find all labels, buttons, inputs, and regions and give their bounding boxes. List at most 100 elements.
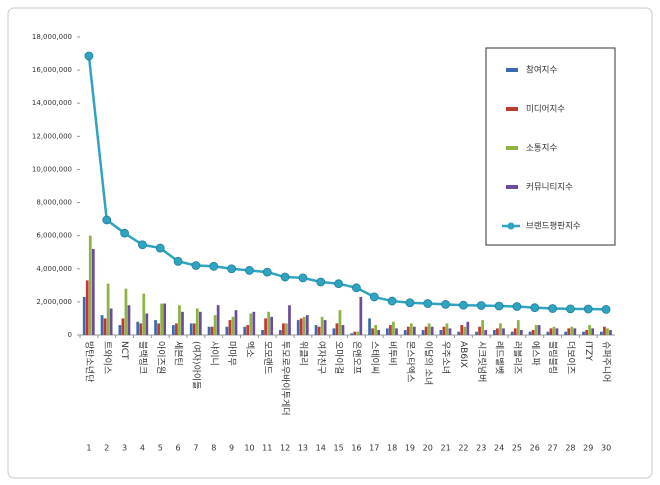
bar: [389, 325, 392, 335]
x-tick-label: 블링블링: [547, 341, 559, 374]
line-marker: [423, 299, 433, 308]
bar: [392, 321, 395, 335]
bar: [457, 331, 461, 335]
bar: [573, 328, 577, 335]
bar: [448, 328, 452, 335]
bar: [252, 311, 256, 335]
bar: [172, 325, 175, 335]
line-marker: [102, 215, 112, 225]
x-tick-label: 러블리즈: [511, 341, 522, 374]
bar: [409, 323, 413, 335]
x-tick-label: 비투비: [387, 341, 398, 366]
x-tick-label: ITZY: [583, 341, 593, 361]
bar: [106, 283, 110, 335]
line-marker: [476, 301, 486, 310]
bar: [317, 326, 321, 335]
x-tick-label: 투모로우바이투게더: [280, 341, 291, 416]
legend-label: 소통지수: [526, 144, 557, 154]
line-marker: [173, 256, 183, 266]
x-tick-label: 블랙핑크: [137, 341, 148, 374]
bar: [118, 325, 122, 335]
bar: [181, 311, 184, 335]
bar: [516, 320, 520, 335]
bar: [484, 330, 488, 335]
bar: [246, 325, 250, 335]
bar: [519, 330, 523, 335]
bar: [154, 320, 157, 335]
bar: [157, 323, 160, 335]
bar: [430, 326, 434, 335]
x-tick-label: 위클리: [297, 341, 308, 366]
bar: [282, 323, 285, 335]
bar: [85, 280, 89, 335]
bar: [439, 330, 443, 335]
bar: [564, 331, 568, 335]
rank-label: 1: [86, 444, 91, 453]
y-tick-label: 14,000,000: [32, 99, 72, 107]
x-tick-label: 세븐틴: [173, 341, 184, 366]
bar: [285, 323, 288, 335]
bar: [88, 235, 92, 335]
line-marker: [316, 277, 326, 287]
line-marker: [155, 243, 165, 253]
x-tick-label: 마마무: [226, 341, 237, 366]
rank-label: 15: [333, 444, 343, 453]
rank-label: 25: [512, 444, 522, 453]
bar: [502, 328, 505, 335]
bar: [160, 303, 163, 335]
x-tick-label: 샤이니: [208, 341, 219, 366]
bar: [163, 303, 167, 335]
line-marker: [334, 279, 343, 289]
rank-label: 14: [316, 444, 326, 453]
bar: [374, 325, 377, 335]
bar: [591, 328, 595, 335]
bar: [332, 328, 336, 335]
bar: [442, 326, 446, 335]
bar: [320, 316, 324, 335]
x-tick-label: 방탄소년단: [83, 341, 94, 382]
x-tick-label: 우주소녀: [440, 341, 451, 374]
line-marker: [280, 272, 290, 282]
legend-swatch: [506, 68, 518, 72]
bar: [421, 330, 425, 335]
bar: [609, 330, 612, 335]
y-tick-label: 10,000,000: [32, 165, 72, 173]
x-tick-label: 여자친구: [315, 341, 327, 374]
x-tick-label: 아이즈원: [155, 341, 166, 374]
x-tick-label: 레드벨벳: [494, 341, 505, 374]
bar: [395, 328, 398, 335]
bar: [189, 323, 193, 335]
rank-label: 29: [583, 444, 593, 453]
bar: [460, 325, 464, 335]
rank-label: 19: [405, 444, 415, 453]
bar: [231, 316, 235, 335]
x-tick-label: 트와이스: [101, 341, 113, 374]
x-tick-label: (여자)아이들: [190, 341, 202, 389]
bar: [195, 308, 199, 335]
bar: [124, 288, 128, 335]
rank-label: 12: [280, 444, 290, 453]
rank-label: 5: [158, 444, 163, 453]
x-tick-label: 시크릿넘버: [476, 341, 488, 382]
bar: [296, 320, 300, 335]
bar: [585, 330, 588, 335]
y-tick-label: 12,000,000: [32, 132, 72, 140]
line-marker: [441, 299, 450, 309]
line-marker: [548, 304, 557, 313]
line-marker: [369, 292, 379, 302]
bar: [279, 330, 282, 335]
bar: [178, 305, 181, 335]
legend-label: 커뮤니티지수: [526, 182, 573, 193]
legend-label: 브랜드평판지수: [526, 221, 581, 232]
y-tick-label: 8,000,000: [36, 199, 72, 207]
bar: [549, 328, 553, 335]
bar: [424, 326, 428, 335]
bar: [192, 323, 196, 335]
bar: [82, 296, 86, 335]
legend-swatch: [506, 107, 518, 111]
bar: [228, 320, 232, 335]
legend-swatch: [506, 185, 518, 189]
bar: [493, 330, 496, 335]
bar: [335, 323, 339, 335]
bar: [350, 333, 354, 335]
